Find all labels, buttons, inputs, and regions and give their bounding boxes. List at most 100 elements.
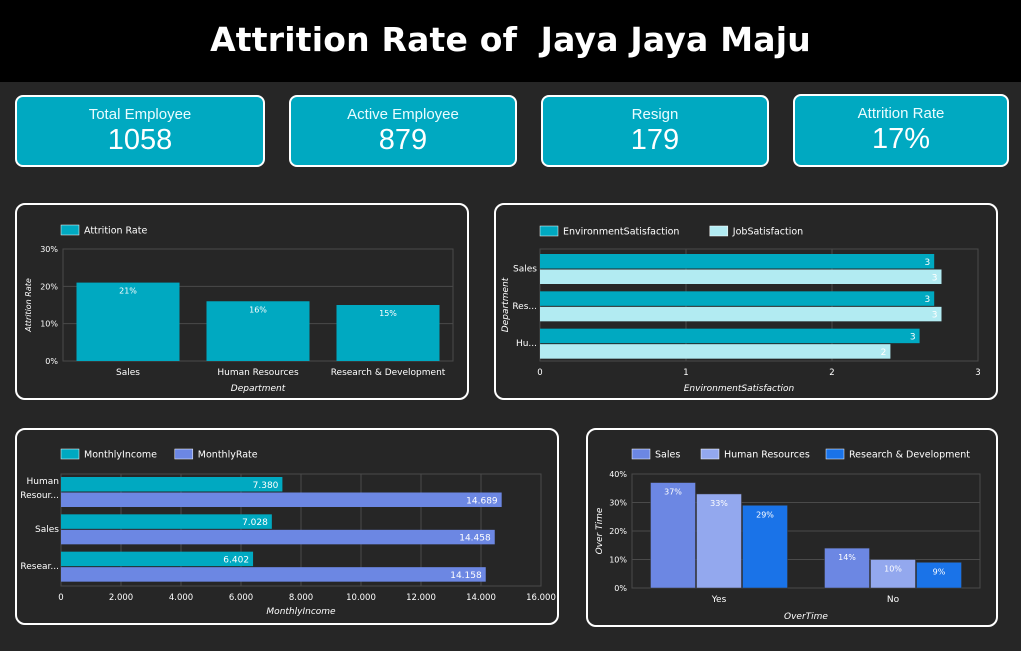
- legend-swatch: [60, 224, 80, 236]
- bar: [336, 305, 440, 361]
- bar: [76, 282, 180, 361]
- y-axis-title: Department: [501, 277, 511, 332]
- x-tick-label: Human Resources: [217, 368, 299, 378]
- data-label: 7.380: [253, 481, 279, 491]
- bar: [870, 559, 916, 589]
- x-axis-title: Department: [231, 384, 286, 394]
- bar: [742, 505, 788, 589]
- bar: [540, 328, 920, 344]
- data-label: 9%: [933, 567, 946, 576]
- legend-swatch: [539, 225, 559, 237]
- x-tick-label: 4.000: [169, 593, 193, 603]
- x-tick-label: 14.000: [466, 593, 496, 603]
- kpi-card-active-employee: Active Employee 879: [289, 95, 517, 167]
- bar: [540, 344, 891, 359]
- bar: [61, 477, 283, 492]
- income-by-department-panel: MonthlyIncome MonthlyRate 0 2.000 4.000 6.000…: [15, 428, 559, 625]
- data-label: 33%: [710, 499, 728, 508]
- y-axis-title: Over Time: [595, 507, 605, 554]
- overtime-attrition-chart: Sales Human Resources Research & Developme…: [595, 448, 981, 622]
- data-label: 3: [932, 273, 938, 283]
- data-label: 3: [910, 332, 916, 342]
- legend-label: EnvironmentSatisfaction: [563, 227, 679, 238]
- page-title: Attrition Rate of Jaya Jaya Maju: [210, 20, 811, 59]
- header-bar: Attrition Rate of Jaya Jaya Maju: [0, 0, 1021, 82]
- legend-label: Attrition Rate: [84, 226, 147, 237]
- data-label: 29%: [756, 510, 774, 519]
- legend-swatch: [825, 448, 845, 460]
- x-tick-label: 0: [58, 593, 63, 603]
- legend-swatch: [631, 448, 651, 460]
- kpi-value: 879: [378, 124, 428, 156]
- legend-label: MonthlyRate: [198, 450, 258, 461]
- y-tick-label: 10%: [609, 556, 627, 565]
- y-tick-label: Hu...: [516, 339, 537, 349]
- bar: [540, 291, 935, 306]
- data-label: 3: [924, 258, 930, 268]
- legend-swatch: [700, 448, 720, 460]
- y-tick-label: Sales: [513, 265, 537, 275]
- y-tick-label: Resear...: [20, 562, 59, 572]
- x-tick-label: Sales: [116, 368, 140, 378]
- legend-label: Human Resources: [724, 450, 810, 461]
- bar: [61, 567, 486, 582]
- satisfaction-by-department-chart: EnvironmentSatisfaction JobSatisfaction 0 1…: [501, 225, 981, 394]
- kpi-value: 179: [630, 124, 680, 156]
- kpi-label: Active Employee: [347, 106, 459, 123]
- x-tick-label: 6.000: [229, 593, 253, 603]
- legend-label: JobSatisfaction: [732, 227, 803, 238]
- x-tick-label: No: [887, 595, 900, 605]
- attrition-by-department-panel: Attrition Rate 0% 10% 20% 30% 21% Sales 16% Huma…: [15, 203, 469, 400]
- kpi-value: 1058: [107, 124, 173, 156]
- y-tick-label: 0%: [614, 584, 627, 593]
- bar: [61, 492, 502, 507]
- x-tick-label: 3: [975, 368, 980, 378]
- x-tick-label: 12.000: [406, 593, 436, 603]
- x-tick-label: 16.000: [526, 593, 556, 603]
- bar: [540, 269, 942, 284]
- y-tick-label: Human: [27, 477, 59, 487]
- x-axis-title: OverTime: [784, 612, 828, 622]
- satisfaction-by-department-panel: EnvironmentSatisfaction JobSatisfaction 0 1…: [494, 203, 998, 400]
- y-tick-label: 0%: [45, 357, 58, 366]
- bar: [61, 514, 272, 529]
- data-label: 6.402: [223, 555, 249, 565]
- kpi-label: Attrition Rate: [857, 105, 945, 122]
- data-label: 3: [924, 295, 930, 305]
- x-tick-label: Research & Development: [331, 368, 446, 378]
- overtime-attrition-panel: Sales Human Resources Research & Developme…: [586, 428, 998, 627]
- data-label: 3: [932, 311, 938, 321]
- bar: [916, 562, 962, 589]
- y-tick-label: 10%: [40, 320, 58, 329]
- bar: [650, 482, 696, 589]
- data-label: 14.458: [459, 534, 491, 544]
- legend-label: Research & Development: [849, 450, 970, 461]
- y-tick-label: 30%: [609, 499, 627, 508]
- x-tick-label: 10.000: [346, 593, 376, 603]
- y-tick-label: Resour...: [20, 491, 59, 501]
- bar: [540, 254, 935, 269]
- kpi-label: Resign: [631, 106, 679, 123]
- x-tick-label: 1: [683, 368, 688, 378]
- legend-swatch: [709, 225, 729, 237]
- data-label: 14%: [838, 553, 856, 562]
- x-tick-label: 2: [829, 368, 834, 378]
- data-label: 7.028: [242, 518, 268, 528]
- y-tick-label: 20%: [40, 282, 58, 291]
- data-label: 14.689: [466, 496, 498, 506]
- bar: [206, 301, 310, 361]
- data-label: 16%: [249, 305, 267, 314]
- kpi-card-total-employee: Total Employee 1058: [15, 95, 265, 167]
- data-label: 10%: [884, 565, 902, 574]
- bar: [824, 547, 870, 589]
- bar: [61, 529, 495, 545]
- x-tick-label: 2.000: [109, 593, 133, 603]
- x-tick-label: 8.000: [289, 593, 313, 603]
- kpi-card-resign: Resign 179: [541, 95, 769, 167]
- data-label: 14.158: [450, 571, 482, 581]
- y-tick-label: Sales: [35, 525, 59, 535]
- x-axis-title: EnvironmentSatisfaction: [684, 384, 795, 394]
- x-axis-title: MonthlyIncome: [266, 607, 336, 617]
- y-tick-label: Res...: [512, 302, 537, 312]
- y-tick-label: 20%: [609, 527, 627, 536]
